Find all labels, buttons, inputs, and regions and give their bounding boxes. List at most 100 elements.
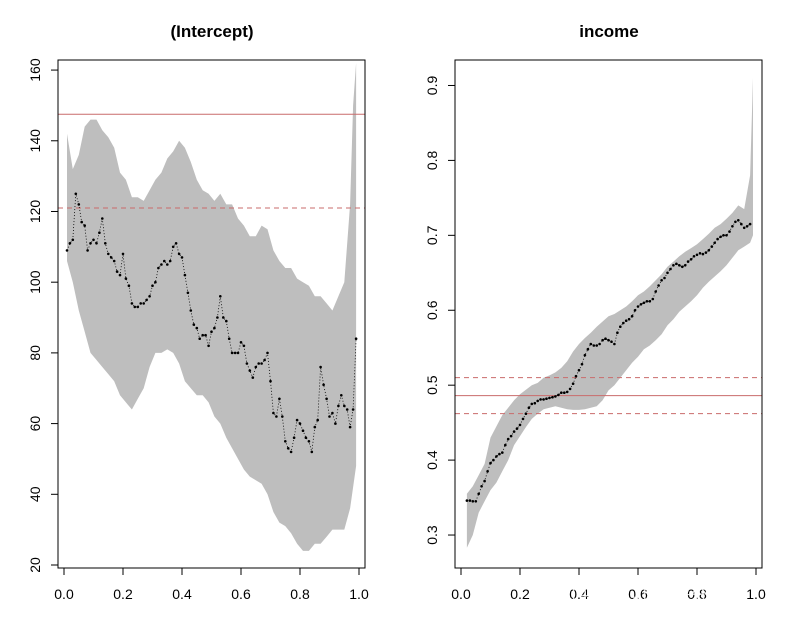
income-estimate-point: [548, 396, 551, 400]
income-estimate-point: [589, 342, 593, 346]
income-estimate-point: [601, 338, 604, 342]
income-estimate-point: [468, 499, 472, 502]
intercept-estimate-point: [281, 415, 284, 418]
intercept-y-tick-label: 80: [27, 345, 43, 361]
income-estimate-point: [613, 342, 616, 346]
intercept-estimate-point: [222, 316, 225, 319]
intercept-estimate-point: [295, 418, 299, 422]
income-estimate-point: [539, 398, 542, 401]
income-estimate-point: [742, 226, 746, 230]
income-estimate-point: [483, 479, 486, 483]
income-estimate-point: [554, 395, 557, 398]
intercept-panel: (Intercept) 0.0 0.2 0.4 0.6 0.8 1.0 20 40 60 80 1…: [27, 22, 369, 602]
income-estimate-point: [604, 337, 607, 341]
intercept-confidence-band-group: [67, 63, 357, 551]
income-quantile-estimates: [465, 219, 752, 503]
intercept-estimate-point: [254, 365, 258, 369]
income-estimate-point: [639, 303, 643, 306]
intercept-y-tick-label: 20: [27, 557, 43, 573]
intercept-estimate-point: [171, 245, 175, 249]
intercept-estimate-point: [130, 302, 134, 305]
income-estimate-point: [607, 338, 610, 342]
intercept-estimate-point: [260, 362, 263, 365]
income-panel-title: income: [579, 22, 639, 41]
income-estimate-point: [692, 254, 696, 258]
intercept-estimate-point: [316, 418, 320, 422]
income-estimate-point: [542, 398, 545, 401]
intercept-estimate-point: [348, 425, 352, 429]
income-y-tick-label: 0.8: [424, 150, 440, 170]
intercept-x-tick-label: 0.0: [54, 586, 74, 602]
income-estimate-point: [480, 485, 483, 488]
income-estimate-point: [669, 267, 672, 271]
intercept-estimate-point: [133, 305, 137, 309]
income-estimate-point: [512, 430, 516, 433]
intercept-estimate-point: [109, 256, 113, 259]
income-y-axis: 0.3 0.4 0.5 0.6 0.7 0.8 0.9: [424, 76, 456, 545]
intercept-estimate-point: [189, 309, 193, 312]
income-estimate-point: [663, 276, 666, 280]
income-estimate-point: [477, 492, 481, 496]
intercept-estimate-point: [127, 284, 131, 288]
income-estimate-point: [536, 399, 539, 403]
income-y-tick-label: 0.4: [424, 450, 440, 470]
income-y-tick-label: 0.6: [424, 300, 440, 320]
income-x-tick-label: 0.6: [628, 586, 648, 602]
income-estimate-point: [533, 401, 537, 405]
intercept-estimate-point: [101, 217, 104, 220]
intercept-estimate-point: [354, 337, 358, 341]
income-estimate-point: [654, 290, 657, 293]
intercept-estimate-point: [198, 337, 201, 341]
income-estimate-point: [545, 397, 548, 401]
income-estimate-point: [619, 325, 622, 329]
intercept-x-tick-label: 0.6: [231, 586, 251, 602]
income-estimate-point: [504, 443, 507, 447]
intercept-estimate-point: [233, 351, 237, 355]
intercept-estimate-point: [65, 249, 69, 252]
income-y-tick-label: 0.9: [424, 76, 440, 96]
income-estimate-point: [636, 305, 640, 308]
intercept-estimate-point: [160, 263, 163, 266]
income-estimate-point: [524, 412, 528, 416]
intercept-estimate-point: [139, 302, 142, 305]
intercept-estimate-point: [107, 252, 110, 256]
income-estimate-point: [509, 434, 513, 438]
income-estimate-point: [728, 230, 731, 233]
intercept-estimate-point: [257, 362, 261, 365]
intercept-estimate-point: [98, 231, 101, 234]
intercept-estimate-point: [80, 220, 83, 224]
income-estimate-point: [686, 260, 690, 263]
intercept-y-tick-label: 140: [27, 129, 43, 153]
income-estimate-point: [492, 458, 495, 462]
intercept-estimate-point: [307, 440, 311, 443]
intercept-estimate-point: [313, 425, 317, 429]
income-plot-frame: [454, 59, 763, 569]
income-estimate-point: [474, 500, 478, 503]
intercept-estimate-point: [177, 252, 181, 256]
income-x-tick-label: 0.2: [510, 586, 530, 602]
intercept-estimate-point: [230, 351, 234, 355]
income-estimate-point: [624, 319, 628, 323]
income-estimate-point: [651, 297, 655, 301]
intercept-estimate-point: [151, 284, 154, 288]
intercept-x-axis: 0.0 0.2 0.4 0.6 0.8 1.0: [54, 567, 369, 602]
intercept-estimate-point: [112, 259, 116, 263]
income-estimate-point: [645, 300, 649, 303]
income-estimate-point: [465, 499, 469, 502]
intercept-estimate-point: [118, 273, 122, 277]
income-estimate-point: [642, 301, 646, 305]
income-confidence-band: [466, 78, 753, 548]
intercept-estimate-point: [251, 376, 255, 379]
income-estimate-point: [719, 235, 722, 239]
intercept-estimate-point: [292, 436, 296, 440]
income-estimate-point: [710, 245, 714, 248]
income-estimate-point: [683, 264, 687, 267]
income-estimate-point: [577, 368, 581, 372]
income-panel: income 0.0 0.2 0.4 0.6 0.8 1.0 0.30.40.50.60.…: [424, 22, 766, 602]
income-estimate-point: [630, 314, 634, 318]
intercept-estimate-point: [236, 351, 240, 355]
intercept-estimate-point: [168, 259, 172, 263]
intercept-estimate-point: [216, 316, 219, 319]
income-estimate-point: [704, 251, 708, 254]
